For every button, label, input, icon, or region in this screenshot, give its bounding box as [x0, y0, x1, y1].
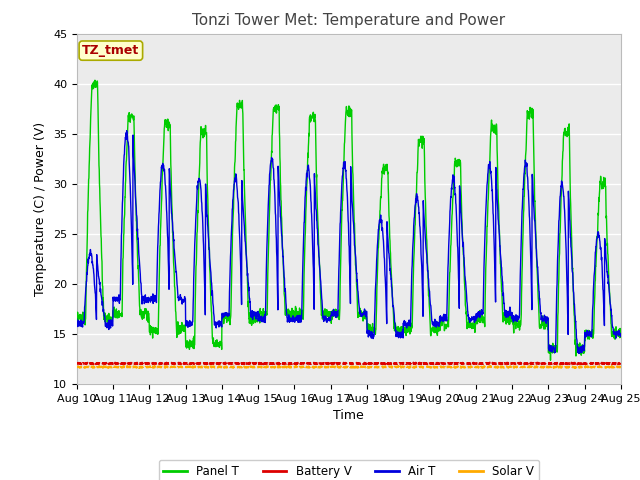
Air T — [376, 215, 384, 221]
Solar V — [508, 364, 515, 370]
Panel T — [547, 357, 554, 363]
Air T — [575, 350, 583, 356]
X-axis label: Time: Time — [333, 409, 364, 422]
Panel T — [507, 318, 515, 324]
Solar V — [584, 364, 592, 370]
Air T — [507, 312, 515, 318]
Air T — [584, 333, 592, 339]
Battery V — [508, 360, 515, 366]
Line: Panel T: Panel T — [77, 80, 621, 360]
Solar V — [225, 364, 232, 370]
Solar V — [377, 364, 385, 370]
Air T — [73, 316, 81, 322]
Text: TZ_tmet: TZ_tmet — [82, 44, 140, 57]
Battery V — [365, 361, 372, 367]
Line: Solar V: Solar V — [77, 366, 621, 368]
Air T — [365, 333, 372, 338]
Air T — [225, 311, 232, 317]
Panel T — [584, 329, 592, 335]
Battery V — [377, 360, 385, 366]
Panel T — [365, 324, 372, 329]
Line: Battery V: Battery V — [77, 362, 621, 364]
Air T — [123, 128, 131, 133]
Panel T — [376, 198, 384, 204]
Solar V — [73, 364, 81, 370]
Title: Tonzi Tower Met: Temperature and Power: Tonzi Tower Met: Temperature and Power — [192, 13, 506, 28]
Air T — [617, 331, 625, 337]
Battery V — [221, 360, 229, 365]
Battery V — [73, 360, 81, 366]
Y-axis label: Temperature (C) / Power (V): Temperature (C) / Power (V) — [35, 122, 47, 296]
Solar V — [275, 363, 283, 369]
Panel T — [225, 313, 232, 319]
Battery V — [584, 361, 592, 367]
Battery V — [570, 360, 577, 366]
Battery V — [225, 361, 233, 367]
Battery V — [111, 361, 118, 367]
Air T — [569, 276, 577, 282]
Panel T — [570, 288, 577, 293]
Panel T — [73, 311, 81, 316]
Solar V — [617, 364, 625, 370]
Solar V — [365, 364, 372, 370]
Panel T — [617, 328, 625, 334]
Solar V — [570, 364, 577, 370]
Panel T — [91, 77, 99, 83]
Legend: Panel T, Battery V, Air T, Solar V: Panel T, Battery V, Air T, Solar V — [159, 460, 539, 480]
Line: Air T: Air T — [77, 131, 621, 353]
Solar V — [313, 365, 321, 371]
Battery V — [617, 360, 625, 366]
